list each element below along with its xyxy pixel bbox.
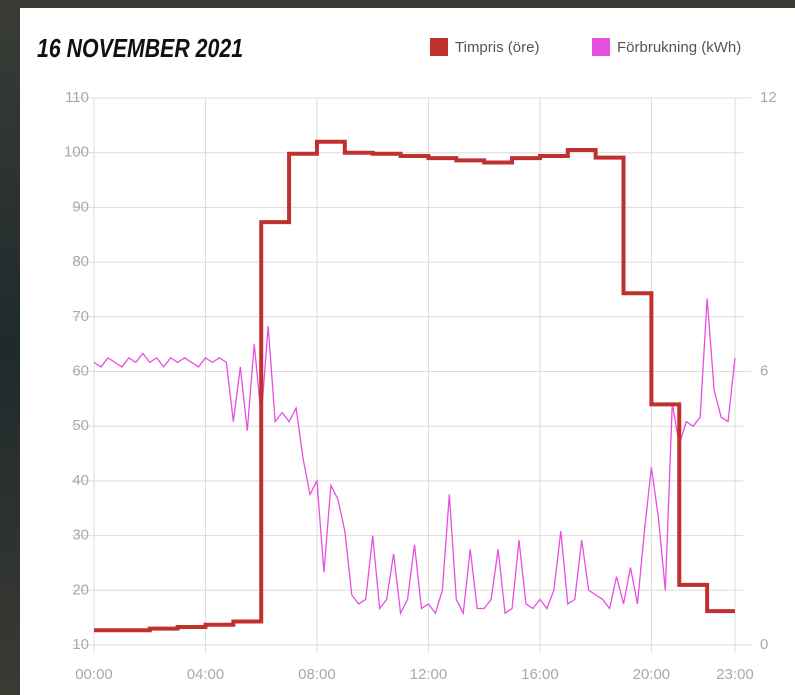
x-tick-label: 23:00 <box>716 666 754 683</box>
legend-swatch <box>592 38 610 56</box>
legend-label: Timpris (öre) <box>455 39 539 56</box>
x-tick-label: 16:00 <box>521 666 559 683</box>
y-tick-label: 100 <box>64 144 89 161</box>
y-tick-label: 60 <box>72 362 89 379</box>
y2-tick-label: 12 <box>760 89 777 106</box>
y-tick-label: 70 <box>72 308 89 325</box>
y-tick-label: 30 <box>72 527 89 544</box>
y2-tick-label: 6 <box>760 362 768 379</box>
y-tick-label: 110 <box>65 89 89 106</box>
series-line <box>93 298 736 616</box>
chart-title: 16 NOVEMBER 2021 <box>37 34 243 64</box>
y-tick-label: 90 <box>72 198 89 215</box>
y-tick-label: 20 <box>72 581 89 598</box>
x-tick-label: 12:00 <box>410 666 448 683</box>
legend-swatch <box>430 38 448 56</box>
x-tick-label: 08:00 <box>298 666 336 683</box>
y2-tick-label: 0 <box>760 636 768 653</box>
x-tick-label: 00:00 <box>75 666 113 683</box>
y-tick-label: 40 <box>72 472 89 489</box>
y-tick-label: 10 <box>72 636 89 653</box>
y-tick-label: 50 <box>72 417 89 434</box>
series-line <box>94 139 735 633</box>
panel <box>20 8 795 695</box>
x-tick-label: 20:00 <box>633 666 671 683</box>
legend-label: Förbrukning (kWh) <box>617 39 741 56</box>
x-tick-label: 04:00 <box>187 666 225 683</box>
y-tick-label: 80 <box>72 253 89 270</box>
